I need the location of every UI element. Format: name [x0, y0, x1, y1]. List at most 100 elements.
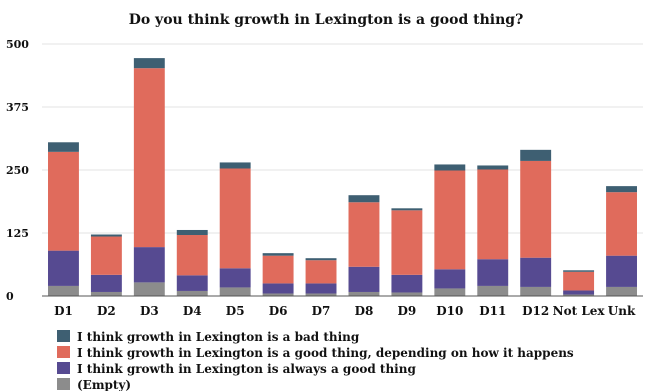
bar-group-d1 [48, 142, 79, 296]
bar-segment [133, 282, 165, 296]
bar-segment [348, 266, 380, 292]
bar-segment [434, 164, 466, 171]
bar-segment [606, 186, 637, 193]
bar-group-d10 [434, 164, 466, 296]
x-tick-label: D5 [226, 304, 245, 318]
x-tick-label: D3 [140, 304, 159, 318]
bar-segment [90, 234, 122, 237]
bar-segment [606, 192, 637, 256]
bar-segment [90, 291, 122, 296]
x-tick-label: Unk [608, 304, 636, 318]
legend-label: I think growth in Lexington is always a … [77, 362, 416, 376]
bar-segment [262, 293, 294, 296]
bar-segment [219, 162, 251, 169]
bar-segment [434, 170, 466, 270]
bar-segment [348, 202, 380, 267]
y-tick-label: 125 [6, 227, 29, 240]
bar-segment [262, 253, 294, 256]
x-tick-label: D11 [479, 304, 506, 318]
bar-segment [305, 283, 337, 294]
bar-segment [219, 287, 251, 296]
bar-segment [133, 58, 165, 69]
bar-segment [477, 259, 509, 286]
bar-segment [48, 285, 79, 296]
bar-group-unk [606, 186, 637, 296]
chart-title: Do you think growth in Lexington is a go… [129, 12, 524, 28]
bar-segment [262, 255, 294, 284]
bar-group-d12 [520, 149, 552, 296]
y-tick-label: 500 [6, 38, 29, 51]
bar-segment [477, 169, 509, 260]
bar-segment [606, 286, 637, 296]
bar-segment [219, 168, 251, 269]
legend-item: (Empty) [57, 378, 131, 391]
legend-item: I think growth in Lexington is always a … [57, 362, 416, 376]
bar-segment [391, 208, 423, 211]
bar-segment [563, 294, 595, 296]
bar-group-d3 [133, 58, 165, 296]
bar-segment [48, 151, 79, 251]
legend-label: (Empty) [77, 378, 131, 391]
x-tick-label: D8 [355, 304, 374, 318]
bars [48, 58, 637, 296]
bar-group-d2 [90, 234, 122, 296]
bar-segment [477, 285, 509, 296]
bar-group-d5 [219, 162, 251, 296]
legend-swatch [57, 346, 70, 358]
legend-item: I think growth in Lexington is a good th… [57, 346, 574, 360]
bar-segment [90, 236, 122, 275]
legend-label: I think growth in Lexington is a good th… [77, 346, 574, 360]
bar-segment [391, 210, 423, 275]
bar-segment [176, 290, 208, 296]
x-tick-label: D12 [522, 304, 549, 318]
bar-group-d8 [348, 195, 380, 296]
bar-segment [176, 235, 208, 276]
bar-segment [477, 165, 509, 170]
bar-segment [48, 142, 79, 152]
bar-segment [305, 293, 337, 296]
x-tick-label: D9 [398, 304, 417, 318]
x-tick-label: D4 [183, 304, 202, 318]
x-tick-label: D10 [436, 304, 463, 318]
bar-group-d7 [305, 258, 337, 296]
bar-segment [520, 149, 552, 161]
x-tick-label: D7 [312, 304, 331, 318]
gridlines [42, 43, 643, 234]
bar-segment [348, 291, 380, 296]
bar-segment [348, 195, 380, 203]
bar-group-d6 [262, 253, 294, 296]
legend-label: I think growth in Lexington is a bad thi… [77, 330, 360, 344]
bar-segment [133, 68, 165, 248]
bar-segment [305, 258, 337, 261]
bar-segment [520, 160, 552, 258]
bar-group-not-lex [563, 270, 595, 296]
y-tick-label: 250 [6, 164, 29, 177]
bar-segment [48, 250, 79, 286]
y-tick-label: 0 [6, 290, 14, 303]
legend-swatch [57, 362, 70, 374]
bar-segment [176, 229, 208, 236]
bar-segment [176, 275, 208, 291]
x-tick-label: D1 [54, 304, 73, 318]
x-tick-label: Not Lex [553, 304, 606, 318]
y-tick-label: 375 [6, 101, 29, 114]
legend: I think growth in Lexington is a bad thi… [57, 330, 574, 391]
bar-segment [520, 286, 552, 296]
bar-segment [606, 255, 637, 287]
y-axis-ticks: 500 375 250 125 0 [6, 38, 29, 303]
x-tick-label: D2 [97, 304, 116, 318]
bar-segment [434, 288, 466, 296]
bar-segment [133, 247, 165, 283]
bar-segment [262, 283, 294, 294]
legend-swatch [57, 330, 70, 342]
legend-swatch [57, 378, 70, 390]
bar-segment [563, 270, 595, 272]
bar-segment [90, 274, 122, 292]
bar-segment [434, 269, 466, 289]
bar-segment [391, 292, 423, 296]
x-tick-label: D6 [269, 304, 288, 318]
x-axis-ticks: D1 D2 D3 D4 D5 D6 D7 D8 D9 D10 D11 D12 Not Lex Unk [54, 304, 636, 318]
bar-segment [391, 274, 423, 293]
bar-segment [305, 260, 337, 284]
